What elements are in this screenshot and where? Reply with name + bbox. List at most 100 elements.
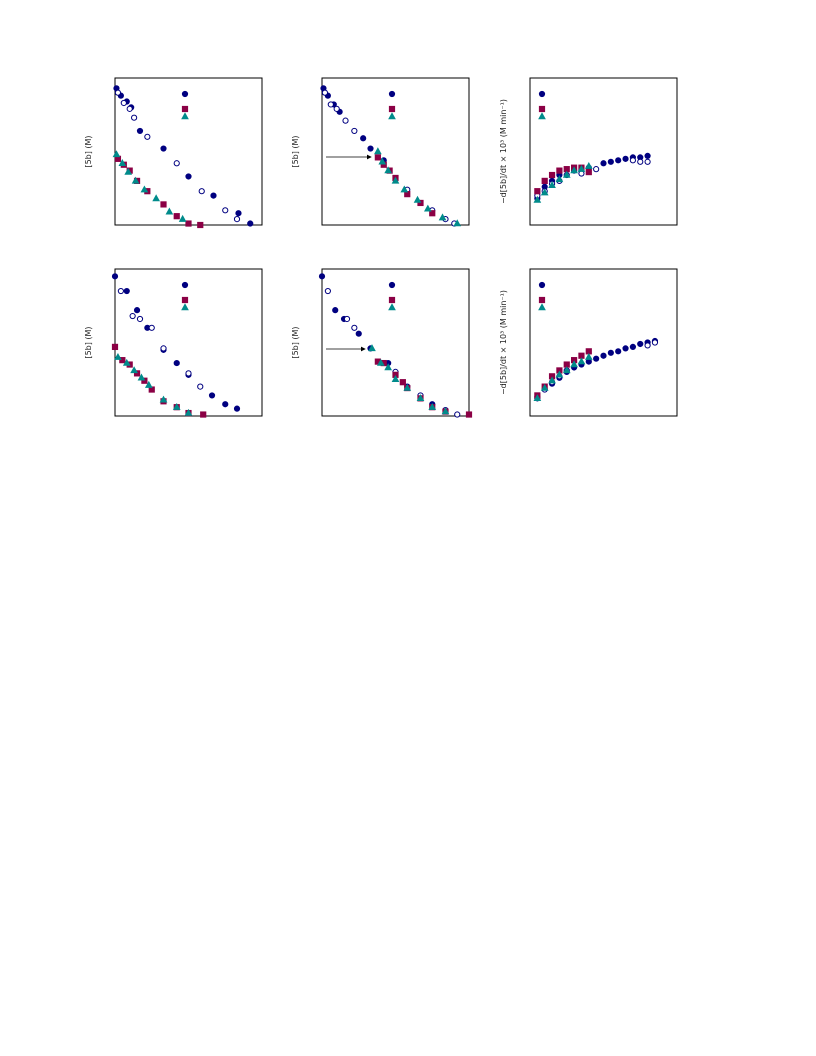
data-point bbox=[208, 392, 216, 399]
data-point bbox=[540, 383, 549, 391]
data-point bbox=[384, 166, 392, 174]
data-point bbox=[144, 133, 151, 140]
y-axis-label: [5b] (M) bbox=[84, 135, 93, 167]
data-point bbox=[129, 312, 136, 320]
data-point bbox=[222, 401, 229, 408]
data-point bbox=[136, 315, 144, 323]
data-point bbox=[112, 150, 121, 158]
data-point bbox=[637, 340, 644, 348]
data-point bbox=[111, 273, 119, 280]
plot-frame bbox=[321, 268, 470, 417]
data-point bbox=[197, 221, 204, 229]
data-point bbox=[124, 167, 133, 175]
data-point bbox=[368, 344, 376, 352]
data-point bbox=[235, 210, 242, 217]
data-point bbox=[584, 352, 593, 360]
data-point bbox=[173, 160, 180, 167]
data-point bbox=[548, 171, 556, 179]
legend-marker bbox=[538, 296, 546, 304]
data-point bbox=[423, 204, 432, 212]
data-point bbox=[607, 158, 614, 165]
data-point bbox=[533, 394, 542, 402]
data-point bbox=[570, 166, 578, 174]
data-point bbox=[178, 214, 187, 222]
legend-marker bbox=[181, 296, 189, 304]
data-point bbox=[391, 375, 400, 382]
plot-frame bbox=[529, 268, 678, 417]
data-point bbox=[318, 273, 326, 280]
data-point bbox=[367, 145, 374, 152]
legend-marker bbox=[538, 112, 546, 120]
data-point bbox=[137, 373, 146, 381]
data-point bbox=[160, 345, 167, 352]
data-point bbox=[185, 370, 192, 377]
data-point bbox=[615, 348, 622, 355]
data-point bbox=[607, 349, 614, 356]
data-point bbox=[200, 411, 207, 418]
data-point bbox=[562, 366, 571, 374]
data-point bbox=[417, 199, 424, 207]
data-point bbox=[416, 394, 425, 402]
data-point bbox=[165, 207, 174, 215]
plot-frame bbox=[529, 77, 678, 226]
y-axis-label: [5b] (M) bbox=[291, 135, 300, 167]
legend-marker bbox=[538, 105, 546, 113]
data-point bbox=[185, 220, 192, 227]
data-point bbox=[117, 287, 124, 295]
legend-marker bbox=[181, 105, 189, 113]
data-point bbox=[133, 370, 141, 377]
data-point bbox=[651, 339, 659, 346]
data-point bbox=[327, 101, 334, 108]
y-axis-label: −d[5b]/dt × 10³ (M min⁻¹) bbox=[499, 99, 508, 204]
data-point bbox=[173, 213, 180, 220]
data-point bbox=[374, 147, 382, 155]
data-point bbox=[148, 324, 155, 331]
data-point bbox=[584, 161, 593, 169]
data-point bbox=[324, 287, 331, 295]
y-axis-label: −d[5b]/dt × 10³ (M min⁻¹) bbox=[499, 290, 508, 395]
data-point bbox=[400, 185, 409, 193]
data-point bbox=[593, 166, 600, 173]
data-point bbox=[152, 194, 161, 202]
data-point bbox=[577, 164, 586, 172]
data-point bbox=[534, 188, 541, 195]
plot-frame bbox=[114, 268, 263, 417]
data-point bbox=[144, 380, 153, 388]
data-point bbox=[342, 117, 349, 124]
data-point bbox=[399, 379, 406, 386]
data-point bbox=[593, 355, 600, 362]
legend-marker bbox=[181, 281, 189, 289]
data-point bbox=[644, 152, 651, 160]
plot-frame bbox=[321, 77, 470, 226]
data-point bbox=[131, 114, 138, 121]
data-point bbox=[120, 99, 127, 107]
data-point bbox=[570, 360, 578, 368]
data-point bbox=[122, 358, 131, 366]
legend-marker bbox=[538, 90, 546, 98]
data-point bbox=[114, 89, 122, 96]
data-point bbox=[332, 307, 339, 314]
data-point bbox=[428, 402, 437, 410]
legend-marker bbox=[388, 112, 396, 120]
data-point bbox=[351, 127, 358, 135]
data-point bbox=[378, 157, 387, 165]
legend-marker bbox=[388, 105, 396, 113]
data-point bbox=[465, 411, 473, 418]
legend-marker bbox=[388, 296, 396, 304]
data-point bbox=[555, 175, 564, 183]
data-point bbox=[541, 177, 548, 185]
data-point bbox=[222, 207, 229, 214]
data-point bbox=[360, 135, 367, 142]
plot-frame bbox=[114, 77, 263, 226]
data-point bbox=[533, 195, 542, 203]
data-point bbox=[540, 188, 549, 196]
data-point bbox=[210, 192, 217, 199]
data-point bbox=[585, 168, 592, 176]
legend-marker bbox=[538, 303, 546, 311]
data-point bbox=[629, 157, 637, 164]
data-point bbox=[172, 402, 181, 410]
data-point bbox=[548, 376, 556, 384]
legend-marker bbox=[538, 281, 546, 289]
data-point bbox=[343, 315, 351, 323]
